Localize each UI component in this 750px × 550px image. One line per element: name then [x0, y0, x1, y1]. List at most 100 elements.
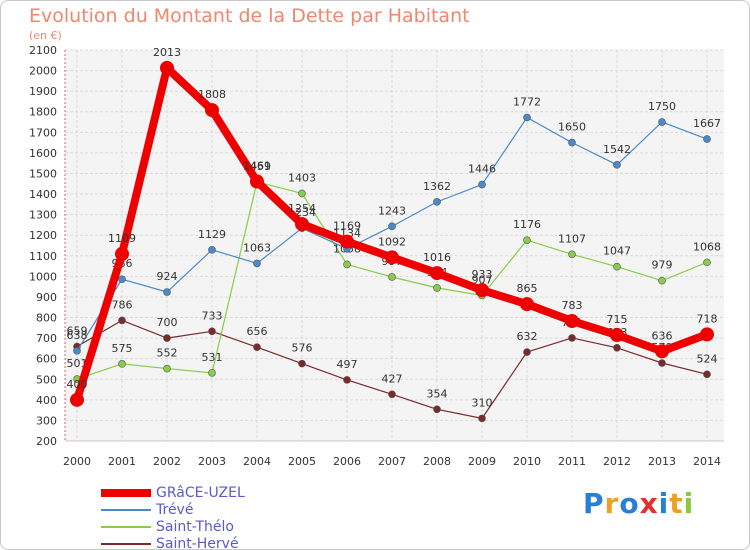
x-tick-label: 2004: [243, 455, 271, 468]
data-label-treve: 638: [67, 329, 88, 342]
data-point-saint-herve: [613, 343, 621, 352]
data-label-treve: 924: [157, 270, 178, 283]
legend-swatch: [101, 489, 151, 497]
x-tick-label: 2012: [603, 455, 631, 468]
data-point-grace-uzel: [700, 327, 714, 342]
y-tick-label: 1900: [29, 85, 57, 98]
legend-label: Saint-Hervé: [156, 536, 239, 550]
data-label-grace-uzel: 715: [607, 313, 628, 326]
data-point-treve: [478, 180, 486, 189]
data-label-saint-thelo: 531: [202, 351, 223, 364]
data-label-treve: 1750: [648, 100, 676, 113]
data-point-saint-thelo: [298, 189, 306, 198]
data-point-treve: [73, 347, 81, 355]
data-point-saint-thelo: [388, 273, 396, 281]
data-point-saint-thelo: [208, 369, 216, 377]
y-tick-label: 2100: [29, 44, 57, 57]
data-label-treve: 1446: [468, 163, 496, 176]
y-tick-label: 500: [36, 373, 57, 386]
y-tick-label: 700: [36, 332, 57, 345]
data-point-saint-herve: [388, 390, 396, 399]
y-tick-label: 2000: [29, 65, 57, 78]
data-point-saint-herve: [343, 376, 351, 384]
logo-letter: r: [604, 487, 620, 520]
data-label-grace-uzel: 865: [517, 282, 538, 295]
x-tick-label: 2009: [468, 455, 496, 468]
data-point-saint-herve: [253, 343, 261, 351]
y-tick-label: 200: [36, 435, 57, 448]
x-tick-label: 2008: [423, 455, 451, 468]
y-tick-label: 1100: [29, 250, 57, 263]
data-point-grace-uzel: [250, 174, 264, 189]
data-label-treve: 1063: [243, 241, 271, 254]
logo-letter: i: [683, 487, 695, 520]
data-label-saint-thelo: 979: [652, 259, 673, 272]
x-tick-label: 2001: [108, 455, 136, 468]
data-point-saint-herve: [703, 370, 711, 379]
y-tick-label: 300: [36, 414, 57, 427]
y-tick-label: 800: [36, 312, 57, 325]
data-label-grace-uzel: 933: [472, 268, 493, 281]
data-label-grace-uzel: 718: [697, 312, 718, 325]
data-label-saint-thelo: 907: [472, 274, 493, 287]
data-point-saint-herve: [523, 348, 531, 356]
data-point-grace-uzel: [430, 266, 444, 281]
data-point-grace-uzel: [655, 344, 669, 359]
data-label-saint-thelo: 575: [112, 342, 133, 355]
data-label-saint-thelo: 1068: [693, 240, 721, 253]
data-label-grace-uzel: 400: [67, 378, 88, 391]
x-tick-label: 2007: [378, 455, 406, 468]
data-label-saint-herve: 733: [202, 309, 223, 322]
y-tick-label: 1200: [29, 229, 57, 242]
data-label-saint-herve: 632: [517, 330, 538, 343]
y-tick-label: 1600: [29, 147, 57, 160]
x-tick-label: 2014: [693, 455, 721, 468]
data-label-grace-uzel: 636: [652, 329, 673, 342]
data-label-saint-thelo: 1176: [513, 218, 541, 231]
data-point-saint-thelo: [658, 276, 666, 285]
y-tick-label: 1400: [29, 188, 57, 201]
data-point-saint-thelo: [703, 258, 711, 267]
data-point-grace-uzel: [520, 297, 534, 312]
data-label-saint-herve: 427: [382, 372, 403, 385]
data-label-treve: 1650: [558, 121, 586, 134]
x-tick-label: 2000: [63, 455, 91, 468]
data-label-grace-uzel: 783: [562, 299, 583, 312]
data-point-treve: [388, 222, 396, 231]
data-label-treve: 1772: [513, 95, 541, 108]
data-point-saint-thelo: [613, 262, 621, 271]
data-point-grace-uzel: [115, 246, 129, 261]
data-label-grace-uzel: 1016: [423, 251, 451, 264]
data-point-grace-uzel: [295, 217, 309, 232]
data-label-grace-uzel: 1109: [108, 232, 136, 245]
chart-legend: GRâCE-UZEL Trévé Saint-Thélo Saint-Hervé: [101, 485, 401, 550]
y-tick-label: 600: [36, 353, 57, 366]
data-label-saint-herve: 656: [247, 325, 268, 338]
data-point-saint-thelo: [118, 360, 126, 368]
x-tick-label: 2005: [288, 455, 316, 468]
x-tick-label: 2011: [558, 455, 586, 468]
legend-swatch: [101, 543, 151, 545]
y-tick-label: 1000: [29, 270, 57, 283]
logo-letter: P: [583, 487, 605, 520]
legend-item: GRâCE-UZEL: [101, 485, 401, 502]
data-point-saint-herve: [118, 316, 126, 325]
x-tick-label: 2003: [198, 455, 226, 468]
data-point-saint-herve: [658, 359, 666, 367]
data-label-grace-uzel: 1169: [333, 220, 361, 233]
legend-label: Saint-Thélo: [156, 519, 234, 535]
y-tick-label: 1700: [29, 126, 57, 139]
y-tick-label: 1300: [29, 209, 57, 222]
data-point-saint-herve: [298, 359, 306, 368]
data-point-saint-thelo: [343, 260, 351, 269]
data-label-saint-thelo: 501: [67, 357, 88, 370]
data-point-saint-thelo: [568, 250, 576, 259]
data-point-treve: [613, 161, 621, 169]
data-point-saint-herve: [208, 327, 216, 336]
legend-swatch: [101, 509, 151, 511]
data-point-grace-uzel: [205, 103, 219, 118]
data-label-treve: 1667: [693, 117, 721, 130]
legend-item: Trévé: [101, 502, 401, 519]
data-label-saint-herve: 786: [112, 298, 133, 311]
